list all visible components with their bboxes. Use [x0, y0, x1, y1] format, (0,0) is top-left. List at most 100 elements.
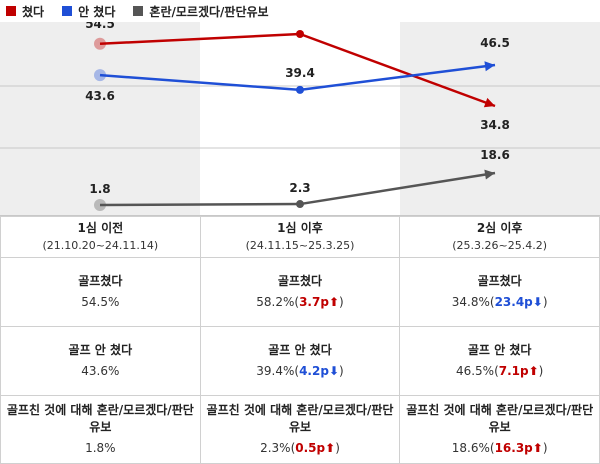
table-row: 골프 안 쳤다 43.6% 골프 안 쳤다 39.4%(4.2p⬇) 골프 안 쳤다 46… — [0, 326, 600, 396]
table-cell: 골프 안 쳤다 43.6% — [0, 326, 201, 396]
data-point — [483, 97, 495, 108]
table-cell: 골프쳤다 58.2%(3.7p⬆) — [199, 257, 401, 327]
series-line — [299, 171, 496, 206]
paren: ) — [542, 441, 548, 455]
data-label: 54.5 — [85, 22, 115, 31]
paren: ) — [542, 295, 548, 309]
data-point — [296, 85, 304, 94]
cell-value: 43.6% — [81, 364, 120, 378]
paren: ( — [294, 364, 300, 378]
data-point — [484, 61, 495, 72]
data-point — [94, 199, 106, 211]
paren: ) — [339, 364, 344, 378]
plot-band — [0, 22, 200, 216]
legend-label-yes: 쳤다 — [22, 4, 45, 19]
table-header-row: 1심 이전 (21.10.20~24.11.14) 1심 이후 (24.11.1… — [0, 216, 600, 258]
paren: ( — [290, 441, 296, 455]
cell-value: 54.5% — [81, 295, 120, 309]
table-cell: 골프 안 쳤다 46.5%(7.1p⬆) — [399, 326, 600, 396]
data-point — [94, 37, 106, 50]
column-title: 1심 이전 — [77, 221, 124, 235]
change-value: 16.3p — [494, 441, 533, 455]
blue-square-icon — [62, 6, 73, 16]
cell-value: 46.5% — [455, 364, 495, 378]
series-line — [299, 32, 496, 108]
data-label: 2.3 — [289, 181, 310, 195]
change-value: 4.2p — [299, 364, 329, 378]
comparison-table: 1심 이전 (21.10.20~24.11.14) 1심 이후 (24.11.1… — [0, 216, 600, 464]
paren: ) — [339, 295, 344, 309]
paren: ( — [489, 295, 495, 309]
column-period: (21.10.20~24.11.14) — [42, 239, 159, 252]
change-value: 3.7p — [299, 295, 329, 309]
change-value: 0.5p — [295, 441, 326, 455]
arrow-up-icon: ⬆ — [328, 295, 339, 309]
data-point — [484, 169, 495, 180]
table-cell: 골프친 것에 대해 혼란/모르겠다/판단유보 2.3%(0.5p⬆) — [199, 395, 401, 464]
row-label: 골프 안 쳤다 — [268, 343, 332, 357]
cell-value: 2.3% — [260, 441, 291, 455]
arrow-down-icon: ⬇ — [328, 364, 339, 378]
cell-value: 18.6% — [451, 441, 490, 455]
table-cell: 골프 안 쳤다 39.4%(4.2p⬇) — [199, 326, 401, 396]
table-cell: 골프쳤다 54.5% — [0, 257, 201, 327]
arrow-up-icon: ⬆ — [528, 364, 539, 378]
legend-item-no: 안 쳤다 — [62, 3, 115, 20]
gray-square-icon — [133, 6, 144, 16]
column-header: 2심 이후 (25.3.26~25.4.2) — [399, 216, 600, 258]
cell-value: 39.4% — [256, 364, 295, 378]
cell-value: 58.2% — [256, 295, 295, 309]
cell-value: 34.8% — [451, 295, 490, 309]
cell-value: 1.8% — [85, 441, 116, 455]
data-label: 1.8 — [89, 182, 110, 196]
paren: ) — [538, 364, 544, 378]
data-point — [296, 30, 304, 38]
column-period: (24.11.15~25.3.25) — [245, 239, 355, 252]
table-row: 골프친 것에 대해 혼란/모르겠다/판단유보 1.8% 골프친 것에 대해 혼란/모… — [0, 395, 600, 464]
paren: ) — [335, 441, 340, 455]
series-line — [99, 73, 301, 92]
chart-legend: 쳤다 안 쳤다 혼란/모르겠다/판단유보 — [0, 0, 600, 22]
column-period: (25.3.26~25.4.2) — [452, 239, 548, 252]
row-label: 골프쳤다 — [277, 274, 323, 288]
legend-label-no: 안 쳤다 — [78, 4, 116, 19]
data-label: 34.8 — [480, 118, 510, 132]
arrow-down-icon: ⬇ — [532, 295, 543, 309]
series-line — [99, 202, 301, 207]
paren: ( — [489, 441, 495, 455]
data-label: 18.6 — [480, 148, 510, 162]
row-label: 골프 안 쳤다 — [68, 343, 133, 357]
legend-item-yes: 쳤다 — [6, 3, 44, 20]
paren: ( — [494, 364, 499, 378]
row-label: 골프친 것에 대해 혼란/모르겠다/판단유보 — [406, 403, 594, 434]
line-chart: 54.558.234.843.639.446.51.82.318.6 — [0, 22, 600, 216]
legend-item-unsure: 혼란/모르겠다/판단유보 — [133, 3, 269, 20]
column-title: 1심 이후 — [277, 221, 323, 235]
table-row: 골프쳤다 54.5% 골프쳤다 58.2%(3.7p⬆) 골프쳤다 34.8%(23.4p… — [0, 257, 600, 327]
arrow-up-icon: ⬆ — [532, 441, 543, 455]
row-label: 골프쳤다 — [78, 274, 123, 288]
change-value: 7.1p — [498, 364, 529, 378]
row-label: 골프쳤다 — [477, 274, 522, 288]
data-point — [94, 69, 106, 82]
row-label: 골프친 것에 대해 혼란/모르겠다/판단유보 — [6, 403, 194, 434]
table-cell: 골프쳤다 34.8%(23.4p⬇) — [399, 257, 600, 327]
column-title: 2심 이후 — [476, 221, 523, 235]
legend-label-unsure: 혼란/모르겠다/판단유보 — [149, 4, 269, 19]
row-label: 골프 안 쳤다 — [467, 343, 532, 357]
row-label: 골프친 것에 대해 혼란/모르겠다/판단유보 — [206, 403, 394, 434]
plot-band — [200, 22, 400, 216]
data-label: 46.5 — [480, 36, 510, 50]
red-square-icon — [6, 6, 16, 16]
column-header: 1심 이후 (24.11.15~25.3.25) — [199, 216, 401, 258]
table-cell: 골프친 것에 대해 혼란/모르겠다/판단유보 1.8% — [0, 395, 201, 464]
data-label: 43.6 — [85, 89, 115, 103]
series-line — [299, 63, 496, 92]
data-point — [296, 200, 304, 209]
data-label: 39.4 — [285, 66, 315, 80]
change-value: 23.4p — [494, 295, 533, 309]
table-cell: 골프친 것에 대해 혼란/모르겠다/판단유보 18.6%(16.3p⬆) — [399, 395, 600, 464]
paren: ( — [294, 295, 300, 309]
series-line — [99, 32, 301, 46]
arrow-up-icon: ⬆ — [325, 441, 336, 455]
